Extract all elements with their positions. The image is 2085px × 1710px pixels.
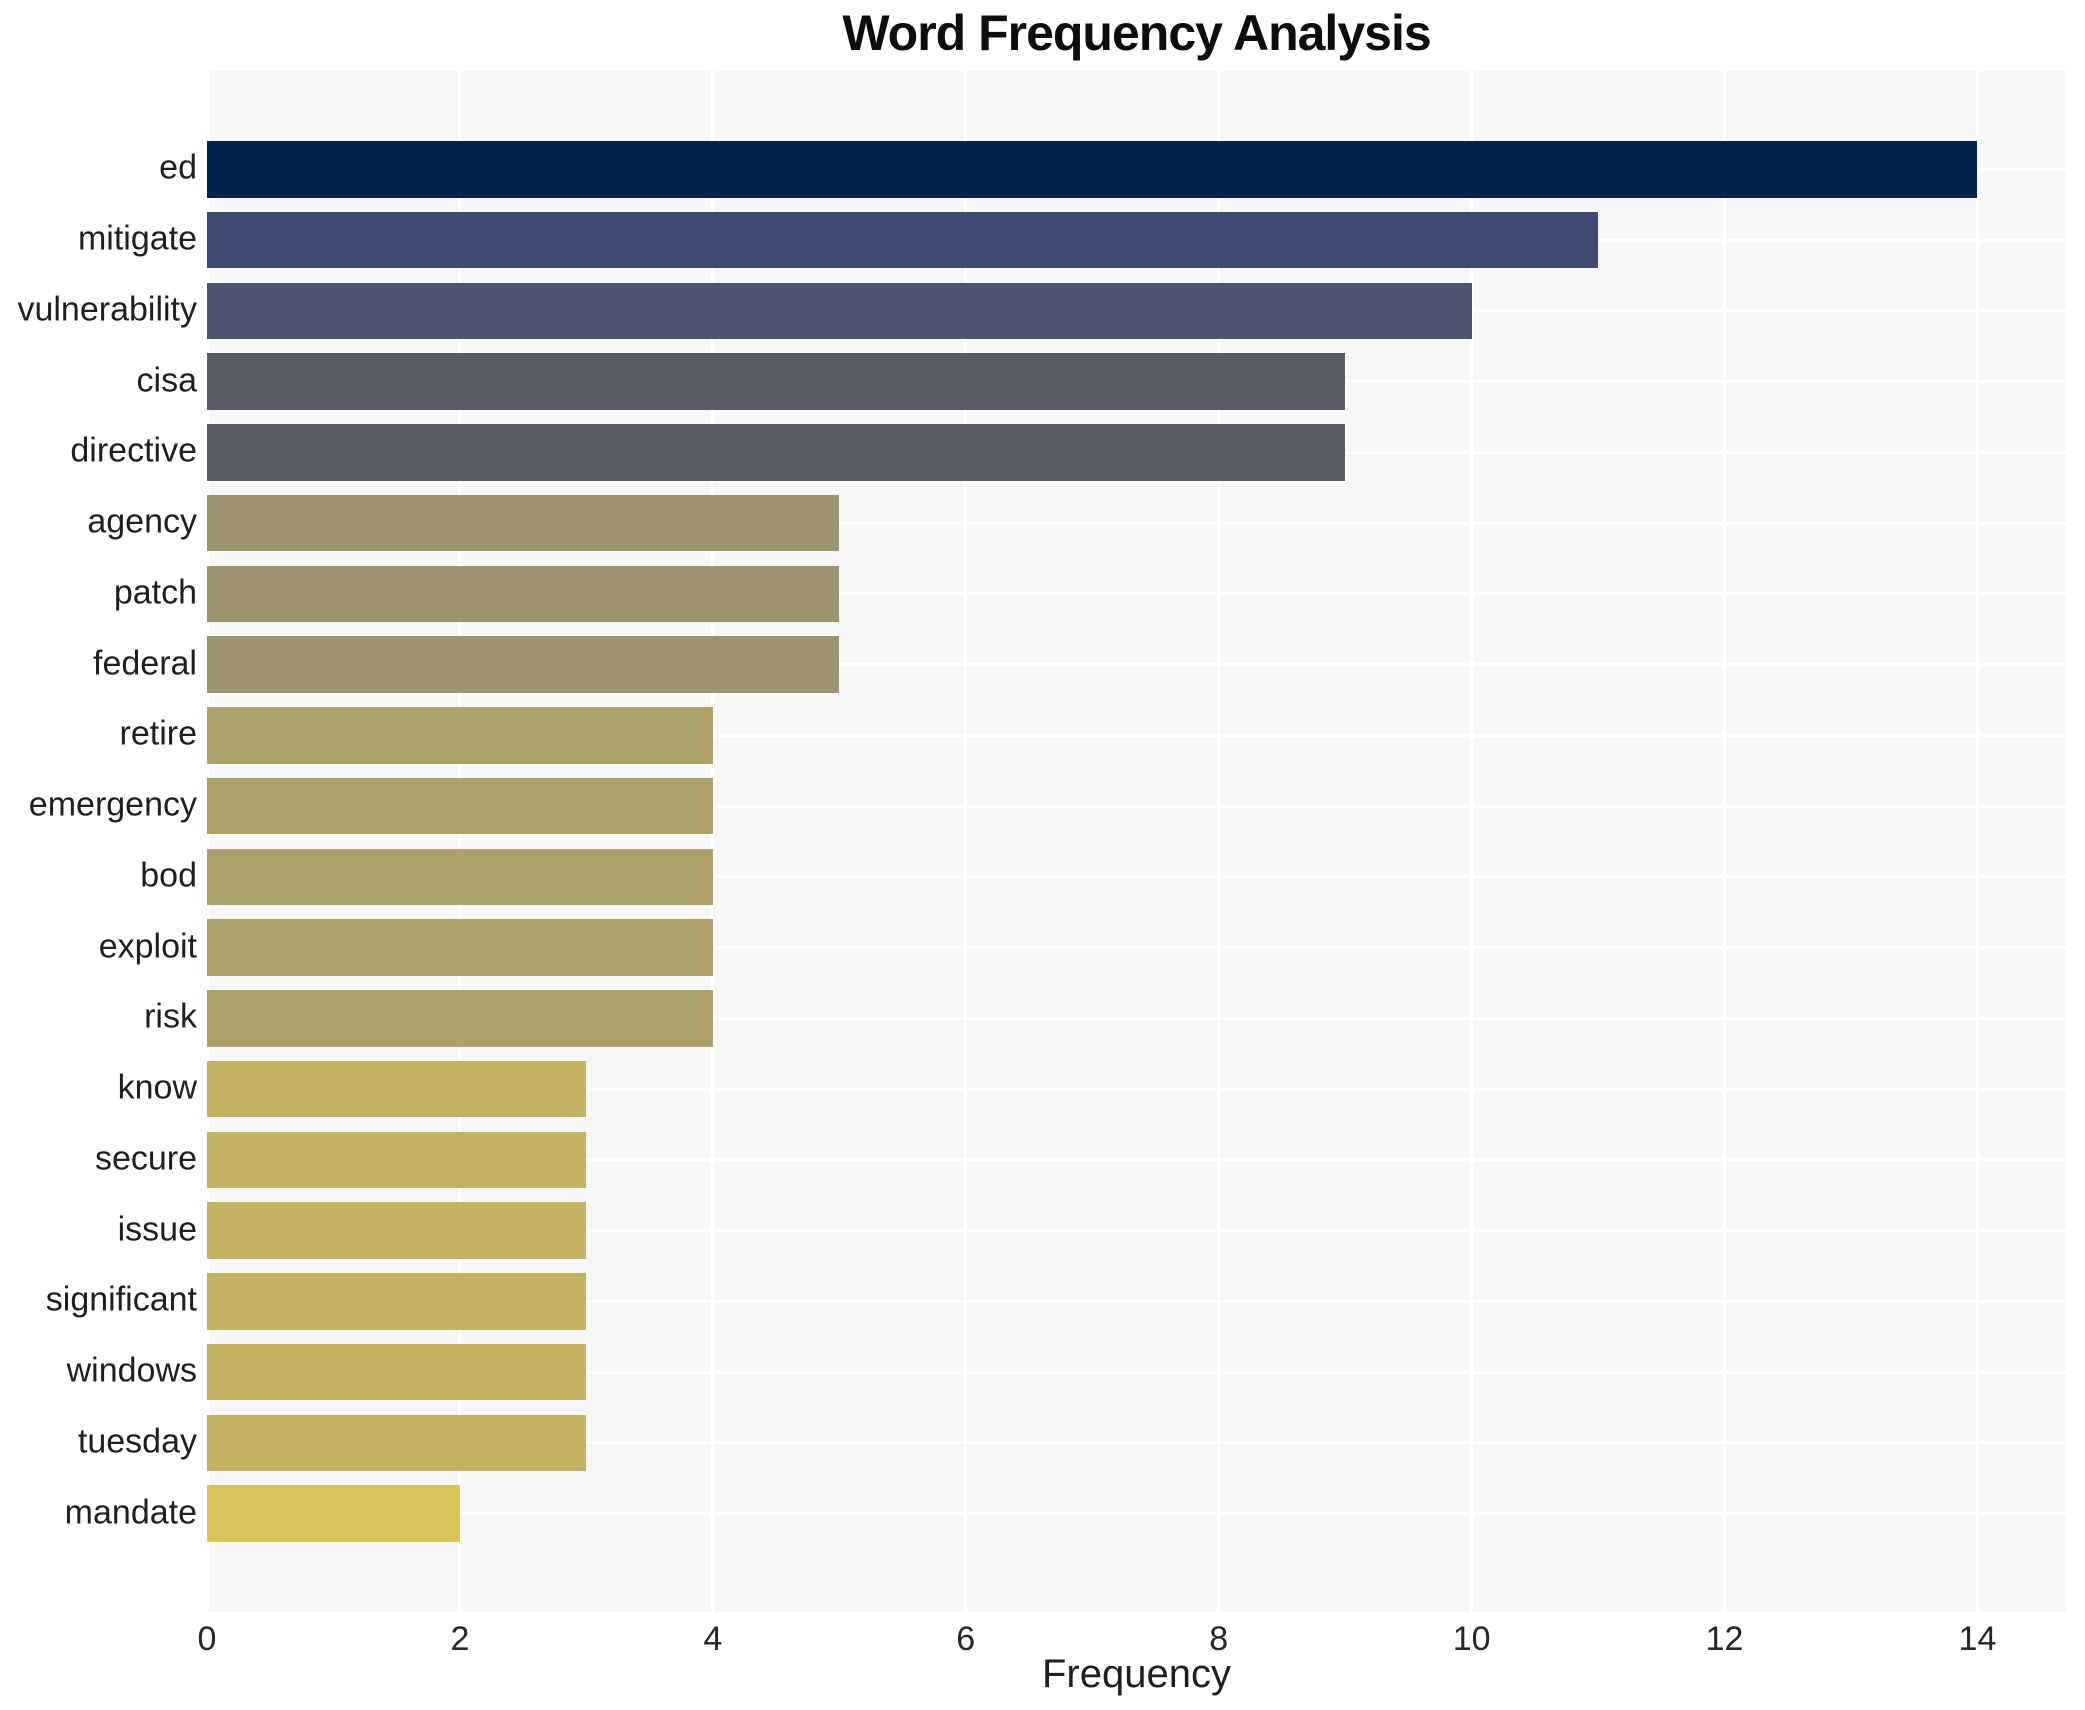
grid-line-horizontal (207, 1512, 2066, 1516)
bar-directive (207, 424, 1346, 481)
y-tick-label: mitigate (77, 219, 197, 258)
bar-retire (207, 707, 713, 764)
y-tick-label: mandate (64, 1493, 197, 1532)
y-tick-label: tuesday (77, 1422, 197, 1461)
y-tick-label: secure (94, 1139, 197, 1178)
grid-line-horizontal (207, 1370, 2066, 1374)
grid-line-horizontal (207, 804, 2066, 808)
bar-agency (207, 494, 840, 552)
chart-title: Word Frequency Analysis (842, 5, 1431, 61)
x-tick-label: 14 (1958, 1620, 1997, 1658)
bar-federal (207, 636, 840, 693)
bar-vulnerability (207, 282, 1472, 340)
x-tick-label: 12 (1705, 1620, 1744, 1658)
bar-tuesday (207, 1414, 587, 1472)
y-tick-label: bod (140, 856, 197, 895)
bar-windows (207, 1343, 587, 1401)
x-tick-label: 4 (703, 1620, 723, 1658)
x-tick-label: 8 (1209, 1620, 1229, 1658)
bar-bod (207, 848, 713, 906)
y-tick-label: patch (113, 573, 197, 612)
x-axis-title: Frequency (1042, 1652, 1231, 1696)
grid-line-horizontal (207, 663, 2066, 667)
bar-ed (207, 141, 1978, 198)
bar-secure (207, 1131, 587, 1189)
grid-line-vertical (205, 71, 209, 1612)
y-tick-label: agency (87, 502, 197, 541)
bar-cisa (207, 353, 1346, 410)
y-tick-label: directive (70, 432, 197, 471)
grid-line-horizontal (207, 592, 2066, 596)
grid-line-horizontal (207, 1087, 2066, 1091)
grid-line-horizontal (207, 521, 2066, 525)
bar-issue (207, 1202, 587, 1259)
bar-emergency (207, 777, 713, 835)
grid-line-vertical (1470, 71, 1474, 1612)
grid-line-horizontal (207, 1158, 2066, 1162)
grid-line-horizontal (207, 875, 2066, 879)
y-tick-label: know (117, 1068, 197, 1107)
bar-risk (207, 990, 713, 1047)
x-tick-label: 0 (197, 1620, 217, 1658)
y-tick-label: vulnerability (17, 290, 197, 329)
x-tick-label: 2 (450, 1620, 470, 1658)
y-tick-label: exploit (98, 927, 197, 966)
y-tick-label: windows (66, 1351, 197, 1390)
grid-line-horizontal (207, 1299, 2066, 1303)
y-tick-label: risk (144, 998, 197, 1037)
grid-line-horizontal (207, 1229, 2066, 1233)
grid-line-horizontal (207, 1016, 2066, 1020)
grid-line-horizontal (207, 1441, 2066, 1445)
bar-mitigate (207, 211, 1599, 269)
x-tick-label: 10 (1452, 1620, 1491, 1658)
bar-significant (207, 1273, 587, 1330)
bar-know (207, 1060, 587, 1118)
y-tick-label: retire (119, 715, 197, 754)
grid-line-vertical (711, 71, 715, 1612)
grid-line-vertical (458, 71, 462, 1612)
y-tick-label: ed (159, 149, 197, 188)
grid-line-vertical (964, 71, 968, 1612)
grid-line-horizontal (207, 946, 2066, 950)
grid-line-vertical (1217, 71, 1221, 1612)
bar-exploit (207, 919, 713, 976)
y-tick-label: federal (93, 644, 197, 683)
bar-patch (207, 565, 840, 623)
x-tick-label: 6 (956, 1620, 976, 1658)
y-tick-label: significant (45, 1281, 197, 1320)
grid-line-vertical (1723, 71, 1727, 1612)
y-tick-label: cisa (136, 361, 197, 400)
y-tick-label: emergency (28, 785, 197, 824)
y-tick-label: issue (117, 1210, 197, 1249)
plot-area (205, 71, 2066, 1612)
grid-line-vertical (1975, 71, 1979, 1612)
grid-line-horizontal (207, 733, 2066, 737)
bar-mandate (207, 1485, 460, 1542)
